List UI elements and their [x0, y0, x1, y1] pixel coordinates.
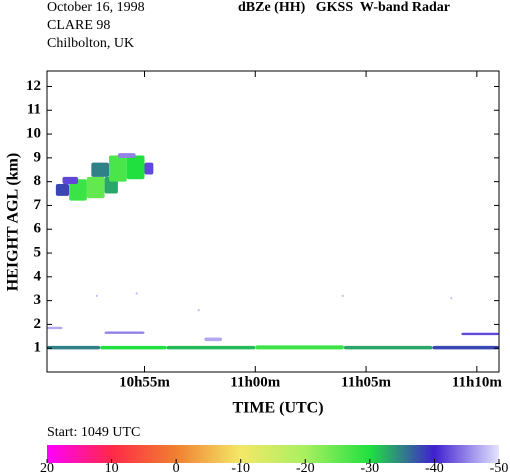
y-tick-label: 1 — [34, 340, 42, 356]
header-campaign: CLARE 98 — [47, 18, 110, 33]
y-tick-label: 8 — [34, 173, 42, 189]
echo-cell — [343, 345, 433, 350]
echo-cell — [341, 294, 344, 298]
colorbar-tick-label: -40 — [425, 461, 444, 476]
x-tick-label: 11h10m — [452, 374, 503, 390]
echo-cell — [197, 308, 200, 312]
y-tick-label: 2 — [34, 316, 42, 332]
y-tick-label: 4 — [34, 268, 42, 284]
x-axis-label: TIME (UTC) — [232, 400, 323, 417]
echo-cell — [104, 331, 145, 334]
echo-cell — [47, 326, 63, 330]
echo-cell — [86, 176, 105, 199]
colorbar-tick-label: -20 — [296, 461, 315, 476]
echo-cell — [166, 345, 256, 350]
colorbar-tick-label: 0 — [173, 461, 180, 476]
x-tick-label: 11h05m — [341, 374, 392, 390]
echo-cell — [450, 297, 453, 300]
colorbar — [47, 445, 499, 463]
colorbar-tick-label: -30 — [361, 461, 380, 476]
echo-cell — [135, 292, 138, 295]
header-site: Chilbolton, UK — [47, 36, 134, 51]
plot-frame — [46, 70, 500, 373]
echo-cell — [461, 332, 499, 336]
colorbar-tick-label: -10 — [231, 461, 250, 476]
x-tick-label: 10h55m — [119, 374, 170, 390]
echo-cell — [117, 153, 136, 158]
echo-cell — [91, 162, 110, 177]
echo-cell — [55, 184, 70, 196]
y-tick-label: 7 — [34, 197, 42, 213]
echo-cell — [100, 345, 167, 350]
echo-cell — [62, 176, 79, 185]
echo-cell — [432, 345, 499, 350]
echo-cell — [255, 345, 344, 350]
echo-cell — [95, 294, 98, 298]
y-tick-label: 10 — [26, 125, 41, 141]
y-tick-label: 9 — [34, 149, 42, 165]
y-tick-label: 6 — [34, 221, 42, 237]
y-tick-label: 11 — [27, 102, 41, 118]
x-tick-label: 11h00m — [230, 374, 281, 390]
echo-cell — [47, 345, 101, 350]
colorbar-label: Start: 1049 UTC — [47, 425, 140, 440]
y-tick-label: 5 — [34, 244, 42, 260]
echo-cell — [204, 337, 223, 342]
echo-cell — [109, 155, 127, 182]
y-tick-label: 3 — [34, 292, 42, 308]
y-axis-label: HEIGHT AGL (km) — [5, 153, 22, 291]
header-date: October 16, 1998 — [47, 0, 145, 15]
colorbar-tick-label: 20 — [40, 461, 54, 476]
colorbar-tick-label: 10 — [105, 461, 119, 476]
echo-cell — [144, 162, 154, 175]
y-tick-label: 12 — [26, 78, 41, 94]
echo-cell — [69, 179, 87, 201]
chart-title: dBZe (HH) GKSS W-band Radar — [238, 0, 450, 15]
colorbar-tick-label: -50 — [490, 461, 509, 476]
echo-cell — [126, 155, 145, 180]
